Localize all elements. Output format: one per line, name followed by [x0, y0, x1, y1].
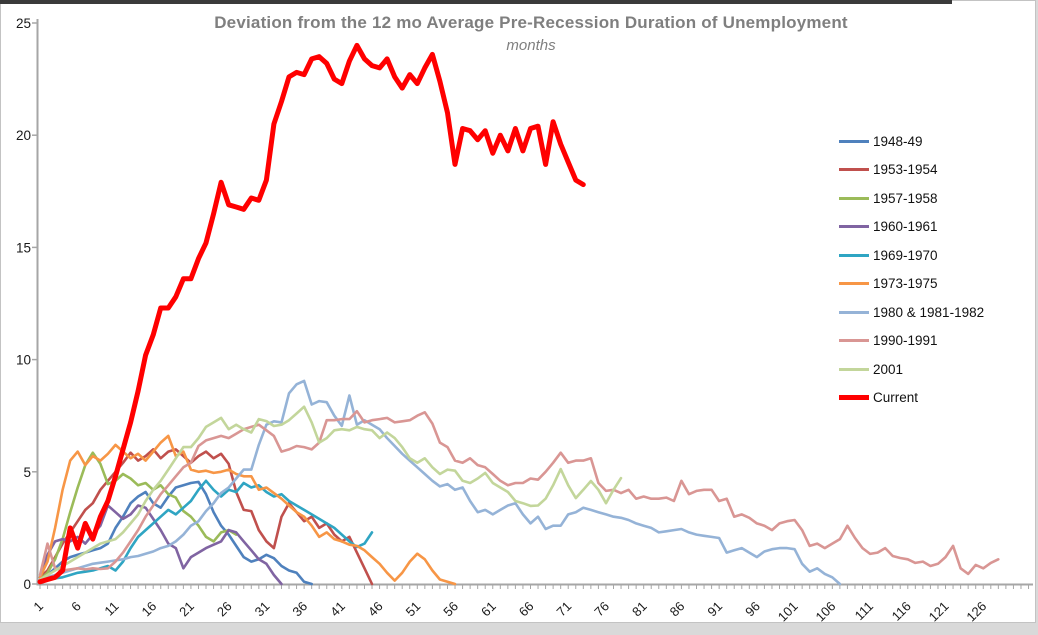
x-axis-label: 71 — [554, 599, 575, 620]
legend: 1948-49 1953-1954 1957-1958 1960-1961 1969-1… — [839, 127, 984, 412]
x-axis-label: 16 — [138, 599, 159, 620]
x-axis-label: 61 — [478, 599, 499, 620]
legend-item: 1948-49 — [839, 127, 984, 156]
legend-line-swatch — [839, 339, 869, 343]
series-line-1973-1975 — [38, 434, 457, 586]
chart-title: Deviation from the 12 mo Average Pre-Rec… — [214, 13, 848, 32]
legend-line-swatch — [839, 310, 869, 314]
legend-item: Current — [839, 384, 984, 413]
legend-label: 1980 & 1981-1982 — [873, 304, 985, 320]
chart-subtitle: months — [506, 37, 556, 54]
legend-item: 1960-1961 — [839, 213, 984, 242]
legend-item: 1990-1991 — [839, 327, 984, 356]
x-axis-label: 26 — [214, 599, 235, 620]
x-axis-label: 96 — [742, 599, 763, 620]
legend-label: 2001 — [873, 361, 904, 377]
legend-line-swatch — [839, 196, 869, 200]
x-axis-label: 81 — [629, 599, 650, 620]
chart-frame: Deviation from the 12 mo Average Pre-Rec… — [0, 0, 1036, 623]
legend-line-swatch — [839, 139, 869, 143]
legend-item: 2001 — [839, 355, 984, 384]
legend-item: 1980 & 1981-1982 — [839, 298, 984, 327]
legend-line-swatch — [839, 282, 869, 286]
legend-label: 1948-49 — [873, 133, 923, 149]
x-axis-label: 51 — [403, 599, 424, 620]
x-axis-label: 66 — [516, 599, 537, 620]
y-axis-label: 10 — [16, 353, 31, 368]
x-axis-label: 36 — [289, 599, 310, 620]
x-axis-label: 111 — [852, 599, 877, 622]
legend-item: 1957-1958 — [839, 184, 984, 213]
legend-line-swatch — [839, 253, 869, 257]
legend-label: 1960-1961 — [873, 219, 938, 235]
y-axis-label: 0 — [23, 577, 31, 592]
y-axis-label: 15 — [16, 240, 31, 255]
x-axis-label: 46 — [365, 599, 386, 620]
series-line-1990-1991 — [38, 409, 1000, 577]
series-line-current — [37, 42, 586, 585]
series-line-1957-1958 — [38, 451, 238, 581]
legend-label: 1969-1970 — [873, 247, 938, 263]
legend-line-swatch — [839, 225, 869, 229]
legend-label: 1953-1954 — [873, 162, 938, 178]
y-axis-label: 25 — [16, 16, 31, 31]
x-axis-label: 1 — [30, 599, 46, 615]
x-axis-label: 31 — [252, 599, 273, 620]
legend-item: 1973-1975 — [839, 270, 984, 299]
legend-label: 1973-1975 — [873, 276, 938, 292]
x-axis-label: 6 — [68, 599, 84, 615]
x-axis-label: 106 — [812, 599, 838, 622]
y-axis-label: 20 — [16, 128, 31, 143]
x-axis-label: 56 — [440, 599, 461, 620]
x-axis-label: 101 — [775, 599, 801, 622]
x-axis-label: 91 — [704, 599, 725, 620]
x-axis-label: 86 — [667, 599, 688, 620]
x-axis-label: 21 — [176, 599, 197, 620]
legend-line-swatch — [839, 168, 869, 172]
x-axis-label: 116 — [889, 599, 914, 622]
x-axis-label: 76 — [591, 599, 612, 620]
x-axis-label: 11 — [101, 599, 121, 619]
series-line-1980-1981-1982 — [38, 379, 842, 586]
x-axis-label: 126 — [963, 599, 989, 622]
frame-top-border — [0, 0, 952, 4]
legend-line-swatch — [839, 395, 869, 401]
legend-label: 1990-1991 — [873, 333, 938, 349]
x-axis-label: 121 — [926, 599, 952, 622]
legend-label: Current — [873, 390, 919, 406]
legend-item: 1969-1970 — [839, 241, 984, 270]
y-axis-label: 5 — [23, 465, 31, 480]
series-line-1953-1954 — [38, 448, 374, 586]
x-axis-label: 41 — [327, 599, 348, 620]
legend-line-swatch — [839, 367, 869, 371]
legend-label: 1957-1958 — [873, 190, 938, 206]
series-line-2001 — [38, 405, 623, 581]
legend-item: 1953-1954 — [839, 156, 984, 185]
